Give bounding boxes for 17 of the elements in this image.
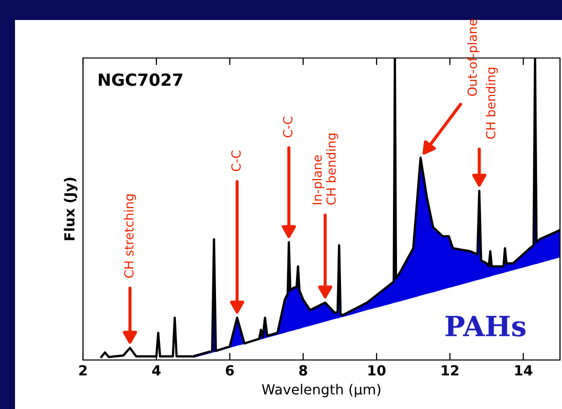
annotation: C-C	[283, 116, 292, 138]
annotation: PAHs	[446, 316, 526, 336]
x-tick-label: 6	[226, 365, 234, 376]
x-tick-label: 12	[442, 365, 458, 376]
annotation: Out-of-plane	[467, 19, 480, 96]
annotation: C-C	[231, 150, 241, 172]
x-tick-label: 8	[299, 365, 308, 376]
x-tick-label: 14	[515, 365, 532, 376]
text: NGC7027	[98, 73, 182, 86]
y-axis-title: Flux (Jy)	[64, 178, 78, 240]
x-tick-label: 4	[152, 365, 161, 376]
annotation: In-plane CH bending	[312, 134, 338, 205]
x-axis-title: Wavelength (μm)	[262, 384, 380, 398]
x-tick-label: 2	[79, 365, 87, 376]
annotation: CH stretching	[124, 194, 136, 278]
annotation: CH bending	[486, 68, 498, 139]
x-tick-label: 10	[368, 365, 386, 376]
